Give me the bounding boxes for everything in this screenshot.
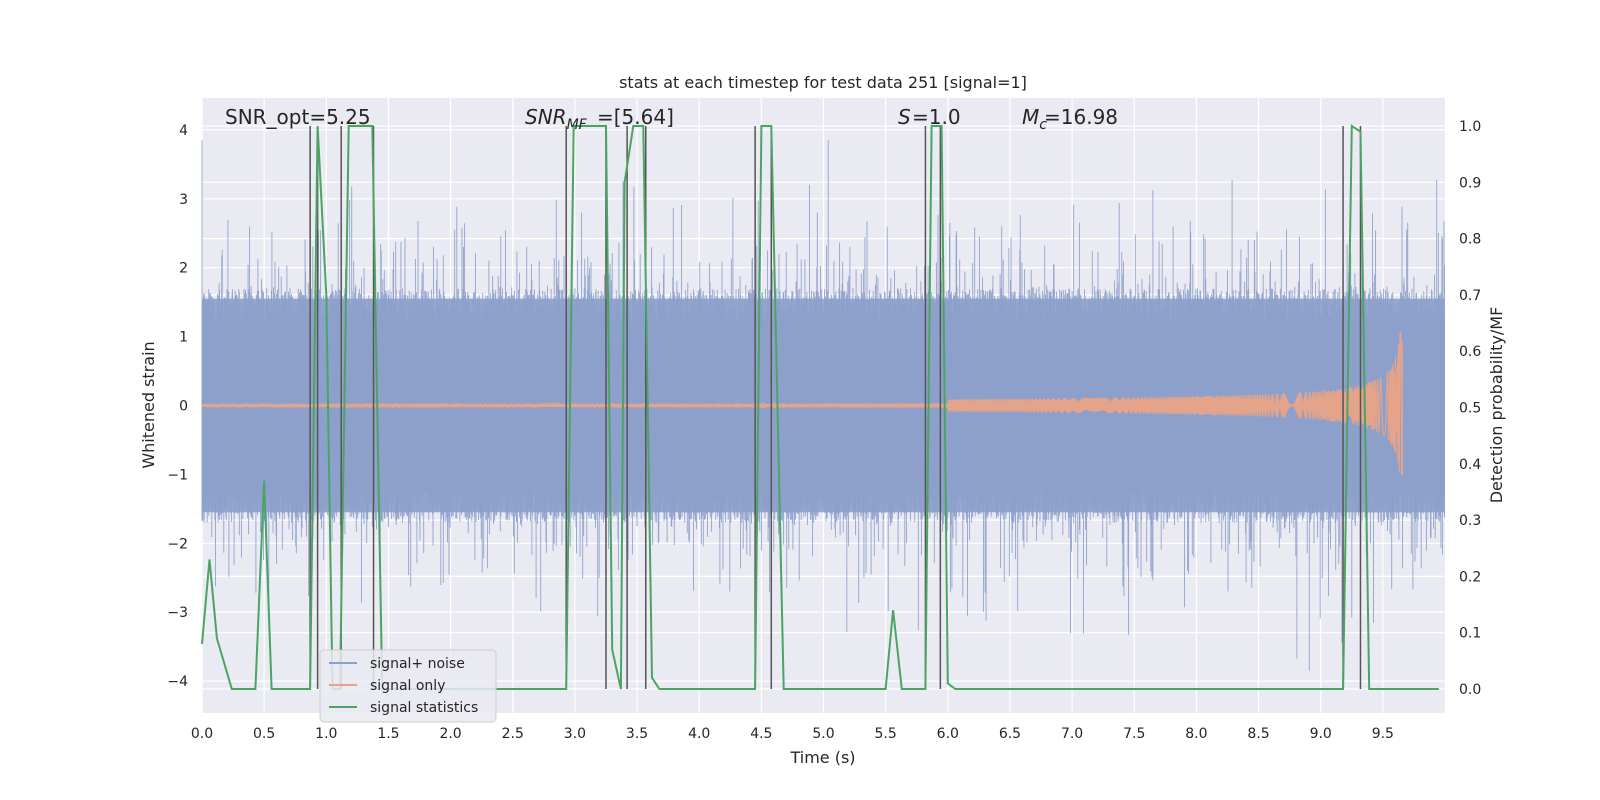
legend-label-stats: signal statistics [370,700,478,716]
x-tick-label: 9.0 [1310,726,1332,742]
x-tick-label: 5.0 [812,726,834,742]
x-tick-label: 4.0 [688,726,710,742]
legend: signal+ noise signal only signal statist… [319,649,497,723]
x-tick-label: 1.5 [377,726,399,742]
x-tick-label: 7.5 [1123,726,1145,742]
y-left-tick-label: 3 [179,192,188,208]
y-right-tick-label: 0.1 [1459,626,1481,642]
y-right-tick-label: 0.5 [1459,401,1481,417]
x-axis-ticks: 0.0 0.5 1.0 1.5 2.0 2.5 3.0 3.5 4.0 4.5 5.0 5.5 6.0 6… [191,726,1394,742]
y-right-tick-label: 0.3 [1459,513,1481,529]
x-axis-label: Time (s) [789,748,855,767]
x-tick-label: 2.0 [439,726,461,742]
legend-label-noise: signal+ noise [370,656,465,672]
signal-chirp [201,332,1404,475]
y-left-tick-label: −1 [167,467,188,483]
x-tick-label: 3.5 [626,726,648,742]
y-left-tick-label: 0 [179,399,188,415]
y-left-tick-label: −3 [167,605,188,621]
vertical-markers [309,126,1362,689]
legend-box [319,649,497,723]
y-left-tick-label: 4 [179,123,188,139]
y-right-tick-label: 0.4 [1459,457,1481,473]
chart-title: stats at each timestep for test data 251… [619,73,1027,92]
y-right-tick-label: 0.6 [1459,344,1481,360]
x-tick-label: 8.0 [1185,726,1207,742]
x-tick-label: 1.0 [315,726,337,742]
snr-mf-annotation: =[5.64] [597,105,674,129]
y-left-axis-label: Whitened strain [139,341,158,468]
x-tick-label: 6.5 [999,726,1021,742]
y-right-tick-label: 0.0 [1459,682,1481,698]
y-right-tick-label: 1.0 [1459,119,1481,135]
x-tick-label: 2.5 [502,726,524,742]
mc-annotation: =16.98 [1044,105,1118,129]
s-annotation: =1.0 [912,105,961,129]
y-left-tick-label: 1 [179,330,188,346]
y-right-axis-label: Detection probability/MF [1487,307,1506,504]
x-tick-label: 8.5 [1247,726,1269,742]
legend-label-signal: signal only [370,678,445,694]
y-left-tick-label: −4 [167,674,188,690]
y-left-tick-label: 2 [179,261,188,277]
x-tick-label: 0.5 [253,726,275,742]
y-right-tick-label: 0.7 [1459,288,1481,304]
y-right-tick-label: 0.8 [1459,232,1481,248]
x-tick-label: 9.5 [1372,726,1394,742]
x-tick-label: 5.5 [875,726,897,742]
x-tick-label: 3.0 [564,726,586,742]
signal-only-series [201,332,1404,475]
x-tick-label: 7.0 [1061,726,1083,742]
stats-line [201,124,1439,690]
x-tick-label: 0.0 [191,726,213,742]
signal-statistics-series [201,124,1439,690]
s-symbol: S [898,105,911,129]
y-right-tick-label: 0.9 [1459,175,1481,191]
x-tick-label: 6.0 [937,726,959,742]
y-right-axis-ticks: 0.0 0.1 0.2 0.3 0.4 0.5 0.6 0.7 0.8 0.9 1.0 [1459,119,1481,698]
snr-opt-annotation: SNR_opt=5.25 [225,105,371,129]
y-left-tick-label: −2 [167,536,188,552]
x-tick-label: 4.5 [750,726,772,742]
y-right-tick-label: 0.2 [1459,569,1481,585]
y-left-axis-ticks: −4 −3 −2 −1 0 1 2 3 4 [167,123,188,690]
